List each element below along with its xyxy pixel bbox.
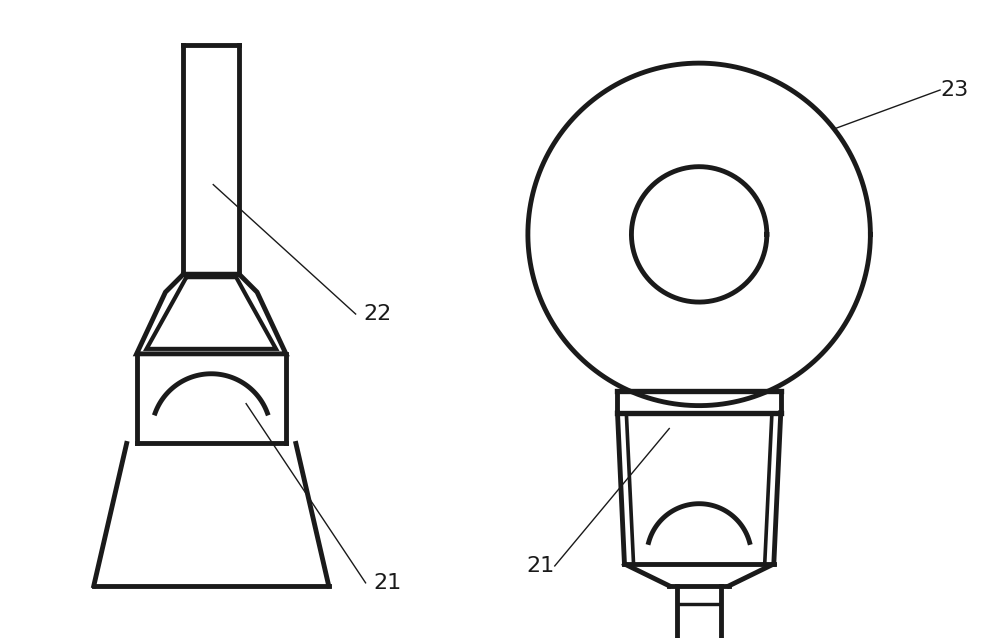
Text: 22: 22 — [364, 304, 392, 324]
Text: 21: 21 — [374, 573, 402, 593]
Text: 21: 21 — [527, 556, 555, 576]
Text: 23: 23 — [940, 80, 968, 100]
